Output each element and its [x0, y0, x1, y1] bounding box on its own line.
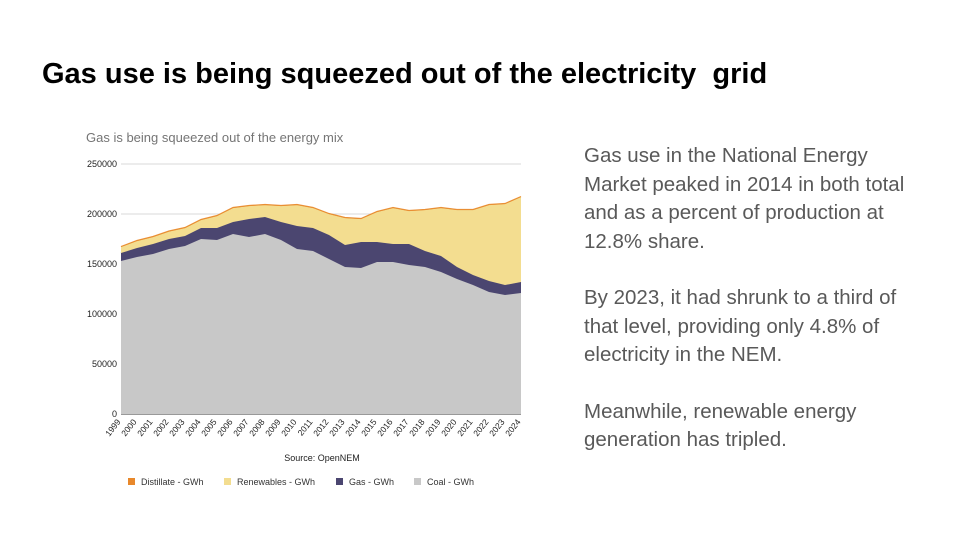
x-tick-label: 2004: [183, 417, 203, 438]
chart-svg: Gas is being squeezed out of the energy …: [86, 130, 523, 487]
paragraph-renewables: Meanwhile, renewable energy generation h…: [584, 399, 857, 452]
legend-swatch-coal: [414, 478, 421, 485]
area-gas: [121, 217, 521, 295]
area-coal: [121, 234, 521, 414]
x-tick-label: 2007: [231, 417, 251, 438]
x-tick-label: 2016: [375, 417, 395, 438]
x-tick-label: 2001: [135, 417, 155, 438]
x-tick-label: 2003: [167, 417, 187, 438]
x-tick-label: 2020: [439, 417, 459, 438]
x-tick-label: 2008: [247, 417, 267, 438]
x-tick-label: 2013: [327, 417, 347, 438]
x-tick-label: 2021: [455, 417, 475, 438]
y-tick-label: 150000: [87, 259, 117, 269]
slide-body: Gas use in the National Energy Market pe…: [584, 142, 934, 483]
legend-swatch-renewables: [224, 478, 231, 485]
legend-label-coal: Coal - GWh: [427, 477, 474, 487]
x-tick-label: 2010: [279, 417, 299, 438]
x-tick-label: 2002: [151, 417, 171, 438]
x-tick-label: 2005: [199, 417, 219, 438]
x-tick-label: 2018: [407, 417, 427, 438]
legend: Distillate - GWh Renewables - GWh Gas - GW…: [128, 477, 474, 487]
chart-title: Gas is being squeezed out of the energy …: [86, 130, 344, 145]
x-tick-label: 2015: [359, 417, 379, 438]
y-tick-label: 50000: [92, 359, 117, 369]
chart-source: Source: OpenNEM: [284, 453, 360, 463]
y-tick-label: 0: [112, 409, 117, 419]
y-tick-label: 250000: [87, 159, 117, 169]
y-tick-label: 100000: [87, 309, 117, 319]
legend-swatch-distillate: [128, 478, 135, 485]
x-tick-label: 2014: [343, 417, 363, 438]
slide-title: Gas use is being squeezed out of the ele…: [42, 58, 768, 90]
x-tick-label: 2019: [423, 417, 443, 438]
x-tick-label: 2017: [391, 417, 411, 438]
area-renewables: [121, 197, 521, 285]
x-tick-label: 2012: [311, 417, 331, 438]
series-line-distillate: [120, 195, 522, 248]
chart: Gas is being squeezed out of the energy …: [86, 130, 523, 487]
x-tick-label: 2006: [215, 417, 235, 438]
paragraph-peak: Gas use in the National Energy Market pe…: [584, 144, 905, 253]
plot-areas: [120, 195, 522, 414]
y-tick-label: 200000: [87, 209, 117, 219]
x-tick-label: 2009: [263, 417, 283, 438]
x-tick-label: 2011: [295, 417, 314, 438]
x-tick-label: 2000: [119, 417, 139, 438]
legend-swatch-gas: [336, 478, 343, 485]
paragraph-decline: By 2023, it had shrunk to a third of tha…: [584, 286, 897, 366]
x-tick-label: 1999: [103, 417, 123, 438]
x-tick-label: 2023: [487, 417, 507, 438]
legend-label-gas: Gas - GWh: [349, 477, 394, 487]
legend-label-distillate: Distillate - GWh: [141, 477, 204, 487]
x-tick-label: 2022: [471, 417, 491, 438]
legend-label-renewables: Renewables - GWh: [237, 477, 315, 487]
x-tick-label: 2024: [503, 417, 523, 438]
